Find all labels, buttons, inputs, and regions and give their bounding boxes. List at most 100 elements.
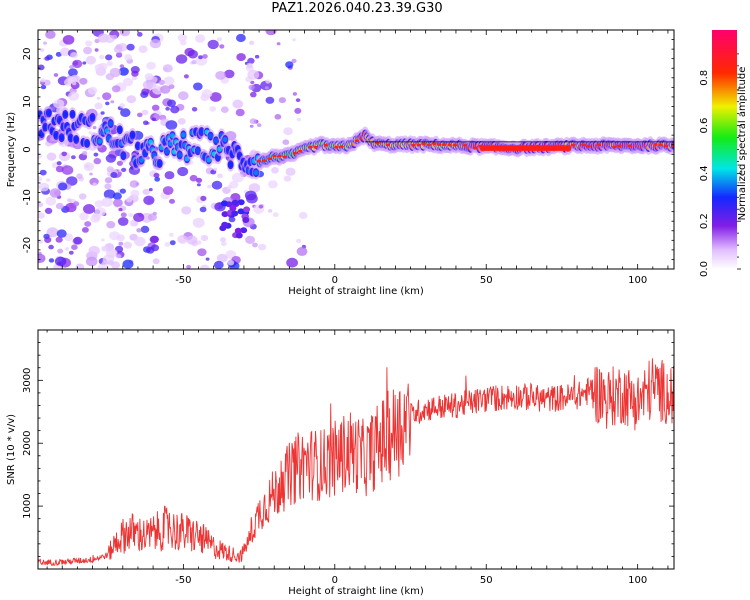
noise-blob [69,65,74,69]
noise-blob [258,243,267,251]
noise-blob [250,91,257,98]
snr-y-label: SNR (10 * v/v) [6,414,17,485]
noise-blob [118,207,123,212]
ridge-peak [421,142,426,145]
snr-x-label: Height of straight line (km) [288,586,424,597]
noise-blob [274,114,282,120]
noise-blob [110,100,115,104]
noise-blob [224,69,235,79]
noise-blob [87,165,92,169]
ridge-peak [627,144,632,148]
noise-blob [231,172,244,183]
noise-blob [152,211,157,216]
noise-blob [186,264,192,269]
noise-blob [271,167,279,174]
noise-blob [46,227,59,238]
noise-blob [84,221,92,227]
colorbar-tick-label: 0.6 [699,118,710,134]
ridge-peak [658,143,663,147]
colorbar-tick-label: 0.0 [699,261,710,277]
noise-blob [296,238,302,244]
ridge-core [46,110,52,116]
noise-blob [247,57,255,64]
noise-blob [268,180,278,189]
noise-blob [242,217,250,223]
ridge-peak [411,143,416,147]
noise-blob [213,260,224,269]
noise-blob [178,91,189,101]
noise-blob [292,92,297,96]
noise-blob [296,118,301,122]
noise-blob [165,106,170,111]
noise-blob [72,59,83,69]
noise-blob [231,199,239,206]
noise-blob [235,108,245,117]
noise-blob [245,235,256,244]
noise-blob [248,84,255,91]
noise-blob [119,30,130,37]
noise-blob [143,120,149,126]
ridge-core [253,170,259,176]
noise-blob [163,76,175,86]
noise-blob [175,54,188,64]
noise-blob [105,154,117,163]
ridge-peak [416,143,421,147]
noise-blob [177,33,187,42]
noise-blob [71,81,77,86]
noise-blob [88,245,100,256]
noise-blob [285,61,294,69]
x-tick-label: 50 [480,575,493,586]
spectrogram-x-label: Height of straight line (km) [288,286,424,297]
ridge-peak [581,143,586,147]
noise-blob [278,97,286,104]
ridge-peak [617,144,622,148]
noise-blob [167,99,176,108]
y-tick-label: -10 [22,189,33,205]
noise-blob [246,193,258,204]
noise-blob [61,151,67,157]
noise-blob [160,85,171,94]
noise-blob [165,120,178,130]
noise-blob [46,152,57,161]
noise-blob [58,182,68,191]
noise-blob [114,245,124,253]
noise-blob [154,176,161,182]
noise-blob [75,263,85,269]
noise-blob [137,112,143,118]
ridge-core [53,132,59,138]
noise-blob [231,210,239,217]
noise-blob [221,211,229,218]
noise-blob [291,58,297,64]
ridge-peak [339,145,344,148]
noise-blob [217,173,223,179]
noise-blob [117,217,129,226]
noise-blob [130,66,140,74]
y-tick-label: 10 [22,95,33,108]
noise-blob [111,85,121,93]
ridge-peak [267,157,272,160]
ridge-peak [462,144,468,147]
noise-blob [94,48,99,52]
spectrogram-y-label: Frequency (Hz) [6,112,17,188]
noise-blob [265,30,277,36]
ridge-core [59,135,65,141]
noise-blob [133,222,138,226]
noise-blob [254,54,260,59]
y-tick-label: 1000 [22,493,33,518]
noise-blob [200,195,207,201]
chart-title: PAZ1.2026.040.23.39.G30 [271,1,443,16]
noise-blob [138,45,148,53]
ridge-peak [663,144,668,148]
noise-blob [64,247,69,251]
ridge-core [68,135,74,141]
noise-blob [240,227,248,234]
noise-blob [45,196,57,206]
ridge-core [157,160,163,167]
noise-blob [38,253,46,263]
noise-blob [250,80,255,85]
ridge-core [199,129,204,135]
noise-blob [169,240,176,246]
noise-blob [66,176,78,186]
noise-blob [53,73,59,77]
ridge-core [90,114,95,120]
